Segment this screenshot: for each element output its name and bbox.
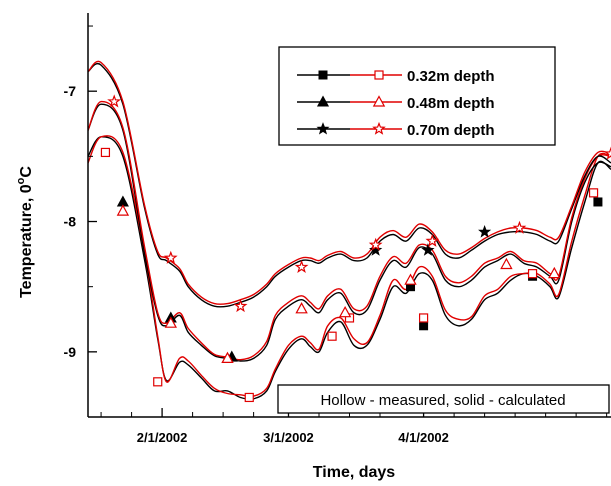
x-tick-label: 3/1/2002 [263, 430, 314, 445]
legend-entry: 0.70m depth [297, 121, 495, 139]
data-point-calculated-0-32m-depth [593, 197, 603, 207]
series-layer [88, 60, 611, 400]
data-point-measured-0-48m-depth [338, 305, 352, 318]
series-line-calculated-0-32m-depth [88, 136, 611, 400]
data-point-measured-0-32m-depth [100, 147, 111, 158]
data-point-calculated-0-70m-depth [421, 243, 435, 256]
x-axis-title: Time, days [313, 464, 396, 481]
x-tick-label: 2/1/2002 [137, 430, 188, 445]
series-line-calculated-0-48m-depth [88, 103, 611, 362]
series-line-measured-0-32m-depth [88, 135, 611, 398]
legend-marker-calculated [318, 70, 328, 80]
legend-marker-calculated [316, 95, 330, 107]
data-point-measured-0-70m-depth [512, 220, 527, 234]
data-point-measured-0-32m-depth [418, 313, 429, 323]
data-point-measured-0-32m-depth [344, 313, 355, 323]
legend-label: 0.48m depth [407, 95, 495, 112]
annotation-box [277, 384, 610, 414]
y-tick-label: -9 [64, 344, 77, 360]
series-line-measured-0-70m-depth [88, 60, 611, 305]
legend-entry: 0.48m depth [297, 95, 495, 112]
data-point-measured-0-48m-depth [116, 204, 130, 216]
y-axis-title: Temperature, 0oC [15, 166, 35, 298]
data-point-measured-0-70m-depth [604, 146, 611, 160]
data-point-measured-0-70m-depth [233, 298, 248, 313]
legend-marker-calculated [316, 122, 330, 135]
data-point-measured-0-32m-depth [153, 377, 163, 387]
legend: 0.32m depth 0.48m depth 0.70m depth [278, 46, 556, 146]
data-point-measured-0-32m-depth [588, 188, 599, 198]
data-point-measured-0-70m-depth [294, 259, 309, 274]
data-point-measured-0-48m-depth [500, 257, 513, 270]
data-point-measured-0-70m-depth [107, 94, 122, 108]
data-point-measured-0-48m-depth [221, 351, 234, 363]
data-point-measured-0-32m-depth [527, 269, 538, 279]
data-point-measured-0-48m-depth [295, 302, 308, 314]
y-tick-label: -8 [64, 214, 77, 230]
series-line-measured-0-48m-depth [88, 100, 611, 361]
data-point-measured-0-48m-depth [164, 316, 178, 328]
legend-marker-measured [372, 121, 386, 135]
legend-label: 0.70m depth [407, 122, 495, 139]
annotation-text: Hollow - measured, solid - calculated [320, 392, 565, 409]
data-point-measured-0-70m-depth [425, 233, 440, 247]
data-point-calculated-0-70m-depth [478, 224, 492, 238]
series-line-calculated-0-70m-depth [88, 62, 611, 308]
legend-entries: 0.32m depth 0.48m depth 0.70m depth [297, 68, 495, 139]
data-point-measured-0-70m-depth [368, 237, 383, 251]
data-point-measured-0-48m-depth [548, 266, 561, 279]
data-point-measured-0-70m-depth [163, 250, 178, 264]
data-point-measured-0-32m-depth [327, 331, 337, 341]
data-point-calculated-0-70m-depth [369, 243, 383, 256]
data-point-measured-0-32m-depth [244, 392, 254, 403]
marker-layer [100, 94, 611, 403]
x-tick-label: 4/1/2002 [398, 430, 449, 445]
annotation: Hollow - measured, solid - calculated [277, 384, 610, 414]
y-tick-label: -7 [64, 83, 77, 99]
data-point-measured-0-48m-depth [404, 273, 417, 285]
legend-marker-measured [374, 70, 384, 80]
legend-label: 0.32m depth [407, 68, 495, 85]
legend-marker-measured [372, 95, 386, 107]
legend-entry: 0.32m depth [297, 68, 495, 85]
data-point-calculated-0-32m-depth [419, 321, 429, 331]
tick-layer: 2/1/2002 3/1/2002 4/1/2002 -7 -8 -9 [64, 25, 608, 445]
